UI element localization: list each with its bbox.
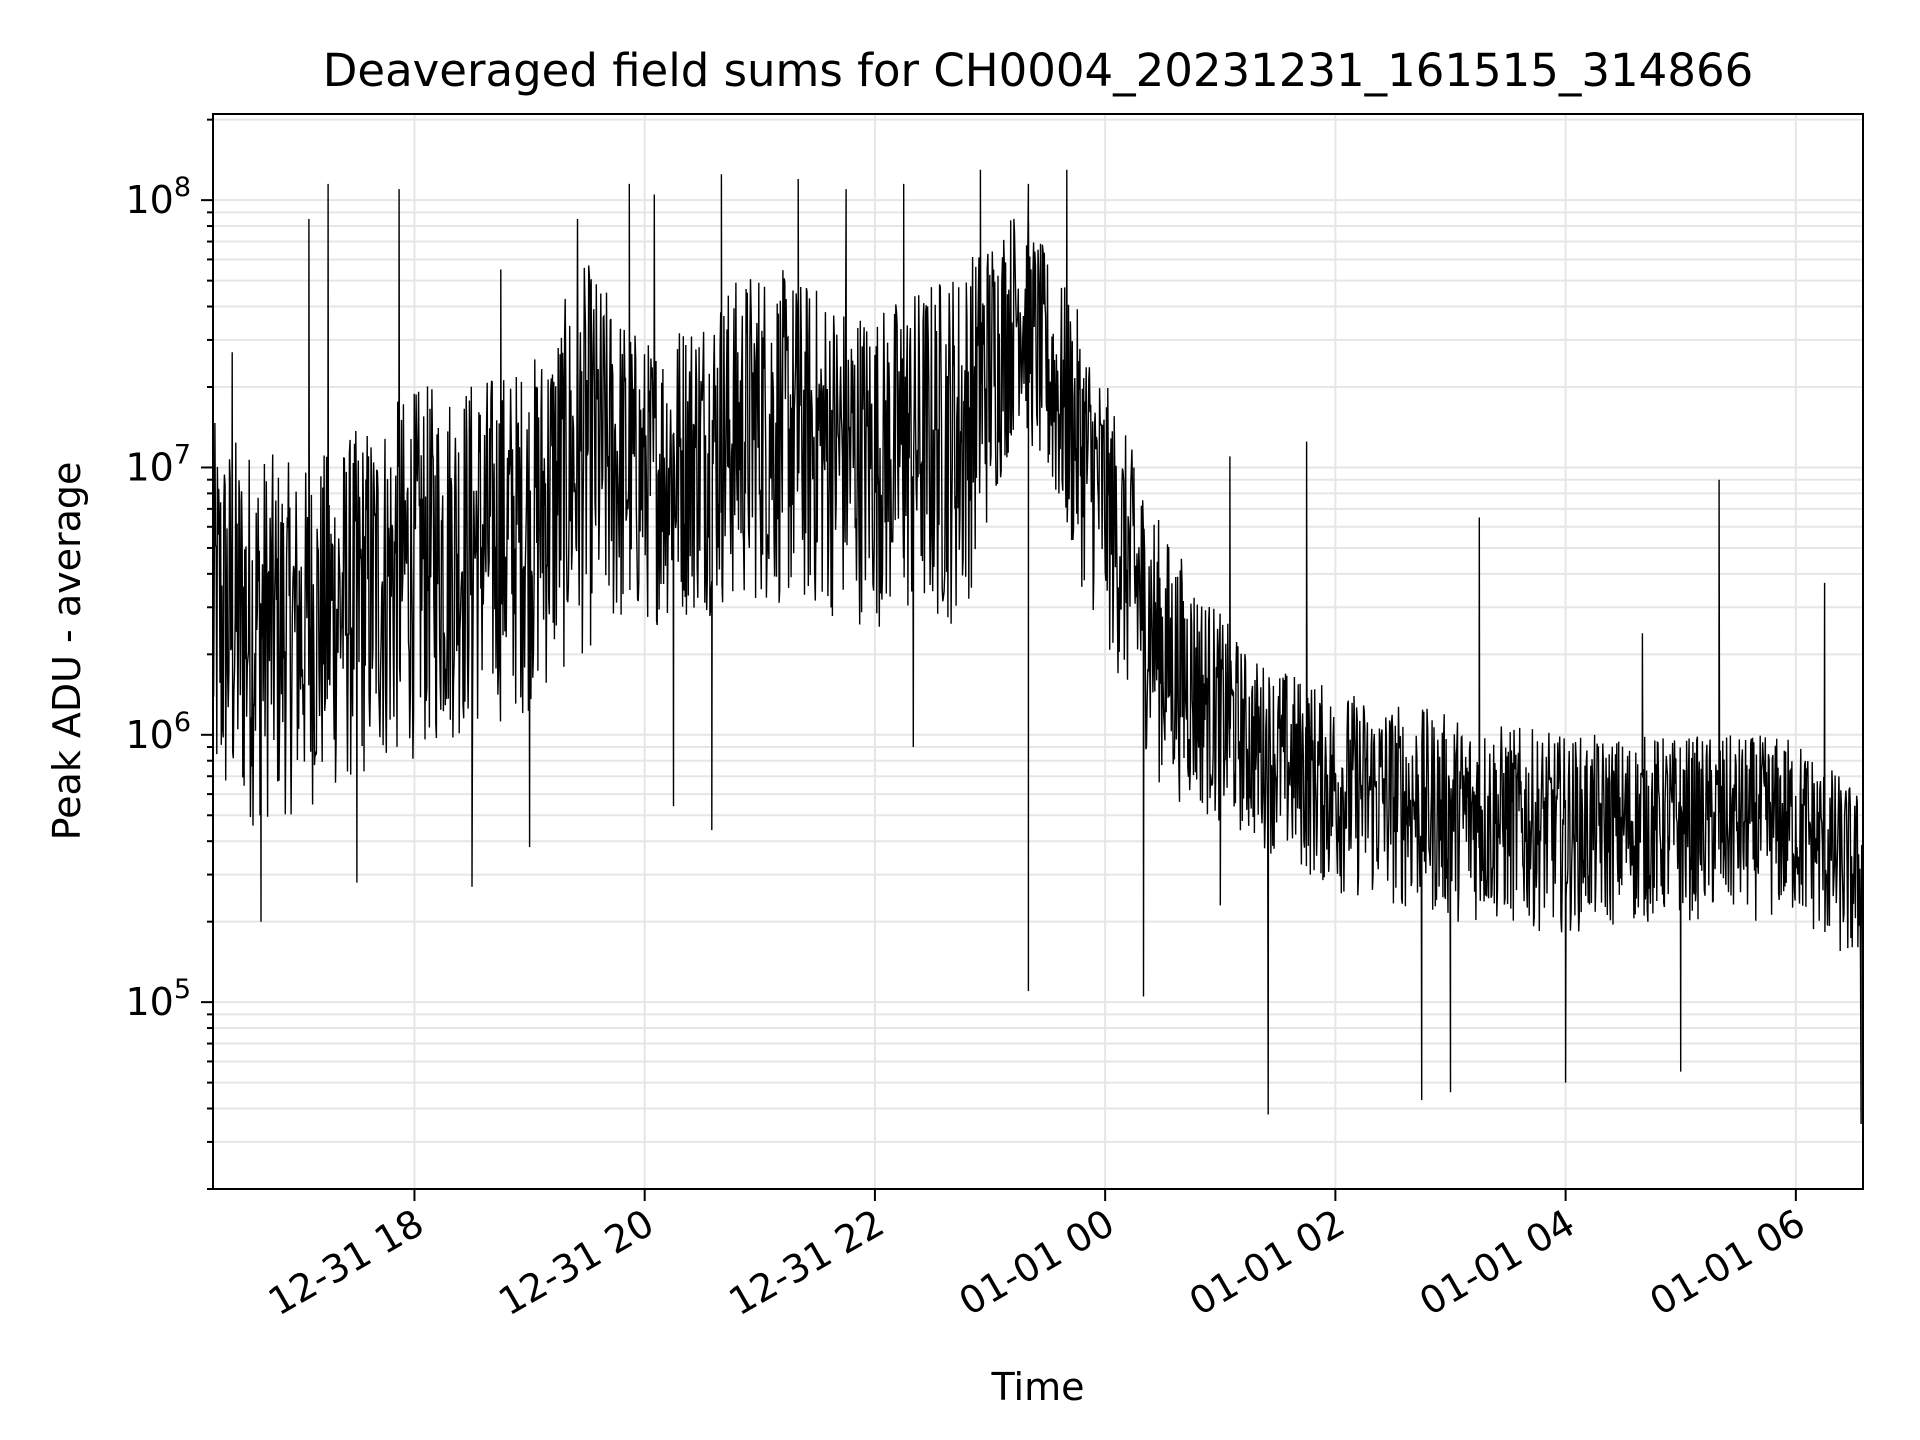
y-tick-base: 10 (125, 178, 173, 222)
plot-frame (212, 113, 1864, 1190)
y-tick-label: 107 (125, 439, 191, 489)
series-path (212, 169, 1864, 1125)
y-tick-exponent: 5 (174, 974, 191, 1005)
x-axis-label: Time (991, 1365, 1085, 1409)
series-line (212, 169, 1864, 1125)
y-tick-label: 108 (125, 172, 191, 222)
y-tick-exponent: 6 (174, 707, 191, 738)
y-tick-label: 105 (125, 974, 191, 1024)
grid (213, 114, 1863, 1190)
y-tick-exponent: 7 (174, 439, 191, 470)
y-tick-label: 106 (125, 707, 191, 757)
chart-title: Deaveraged field sums for CH0004_2023123… (323, 44, 1753, 97)
y-axis-label: Peak ADU - average (45, 462, 89, 841)
y-tick-base: 10 (125, 980, 173, 1024)
y-tick-base: 10 (125, 445, 173, 489)
y-tick-exponent: 8 (174, 172, 191, 203)
y-tick-base: 10 (125, 713, 173, 757)
